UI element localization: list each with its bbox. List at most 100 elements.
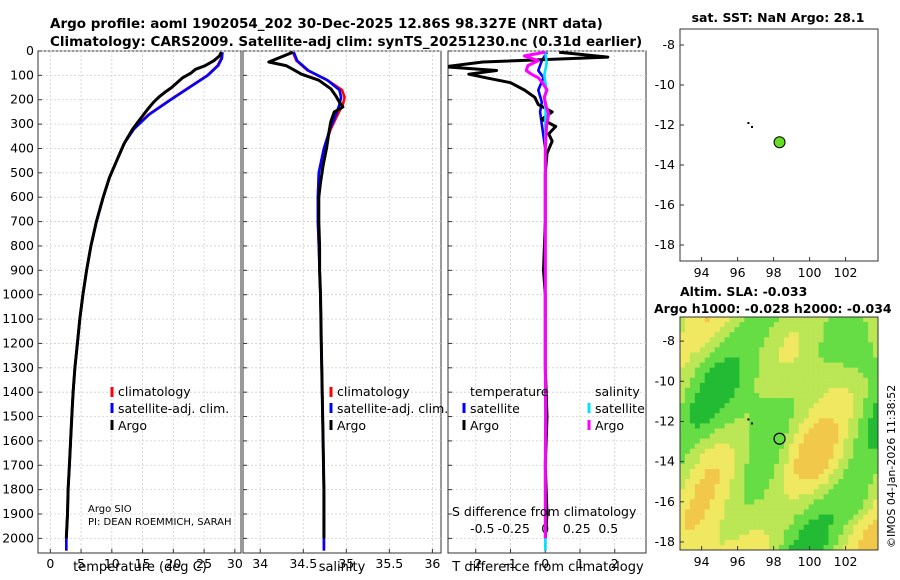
sla-cell bbox=[714, 509, 721, 516]
sla-cell bbox=[833, 448, 839, 455]
sla-cell bbox=[779, 337, 785, 343]
sla-cell bbox=[719, 347, 726, 354]
sla-cell bbox=[749, 479, 755, 485]
sla-cell bbox=[774, 352, 780, 359]
sla-cell bbox=[833, 499, 839, 506]
sla-cell bbox=[744, 519, 750, 526]
sla-cell bbox=[873, 377, 878, 384]
sla-cell bbox=[714, 372, 721, 379]
sla-cell bbox=[843, 322, 849, 328]
sla-cell bbox=[694, 479, 701, 485]
sla-cell bbox=[783, 347, 790, 354]
y-tick-label: 100 bbox=[10, 67, 34, 82]
sla-cell bbox=[813, 468, 820, 475]
sla-cell bbox=[863, 519, 869, 526]
sla-cell bbox=[704, 337, 711, 343]
sla-cell bbox=[774, 387, 780, 394]
sla-cell bbox=[823, 327, 830, 333]
sla-cell bbox=[863, 342, 869, 348]
sla-cell bbox=[818, 438, 825, 445]
sla-cell bbox=[709, 382, 716, 389]
sla-cell bbox=[719, 387, 726, 394]
sla-cell bbox=[764, 494, 770, 500]
sla-cell bbox=[680, 509, 686, 516]
sla-cell bbox=[838, 448, 844, 455]
sla-cell bbox=[843, 463, 849, 470]
sla-cell bbox=[838, 347, 844, 354]
temperature-series-group bbox=[64, 51, 224, 551]
sla-cell bbox=[838, 479, 844, 485]
sla-cell bbox=[808, 484, 815, 490]
sla-cell bbox=[689, 347, 696, 354]
sla-cell bbox=[798, 327, 805, 333]
sla-cell bbox=[863, 428, 869, 435]
sla-cell bbox=[754, 453, 760, 460]
sla-cell bbox=[803, 337, 810, 343]
sla-cell bbox=[858, 362, 864, 369]
map-y-tick-label: -10 bbox=[655, 77, 675, 92]
sla-cell bbox=[823, 484, 830, 490]
sla-cell bbox=[803, 443, 810, 450]
sla-cell bbox=[729, 322, 736, 328]
sla-cell bbox=[803, 539, 810, 546]
sla-cell bbox=[704, 423, 711, 430]
sla-cell bbox=[833, 539, 839, 546]
sla-cell bbox=[828, 544, 835, 550]
sla-cell bbox=[843, 489, 849, 495]
sla-cell bbox=[873, 362, 878, 369]
sla-cell bbox=[838, 372, 844, 379]
sla-cell bbox=[863, 392, 869, 399]
sla-cell bbox=[828, 479, 835, 485]
sla-cell bbox=[769, 362, 775, 369]
sla-cell bbox=[694, 463, 701, 470]
sla-cell bbox=[803, 448, 810, 455]
sla-cell bbox=[724, 438, 731, 445]
difference-top-axis-label: S difference from climatology bbox=[452, 504, 637, 519]
sla-cell bbox=[764, 504, 770, 511]
sla-cell bbox=[823, 428, 830, 435]
sla-cell bbox=[749, 342, 755, 348]
sla-cell bbox=[764, 398, 770, 404]
sla-cell bbox=[699, 514, 706, 521]
sla-cell bbox=[739, 347, 745, 354]
header-line-1: Argo profile: aoml 1902054_202 30-Dec-20… bbox=[50, 16, 603, 32]
sla-cell bbox=[754, 428, 760, 435]
sla-cell bbox=[848, 332, 854, 338]
sla-cell bbox=[823, 387, 830, 394]
sla-cell bbox=[818, 453, 825, 460]
sla-cell bbox=[719, 382, 726, 389]
sla-cell bbox=[873, 322, 878, 328]
sla-cell bbox=[719, 539, 726, 546]
sla-cell bbox=[759, 514, 765, 521]
float-position-marker bbox=[773, 432, 786, 445]
sla-cell bbox=[873, 347, 878, 354]
sla-cell bbox=[779, 382, 785, 389]
sla-cell bbox=[823, 448, 830, 455]
sla-cell bbox=[818, 539, 825, 546]
salinity-panel bbox=[242, 50, 442, 554]
sla-cell bbox=[798, 372, 805, 379]
sla-cell bbox=[734, 403, 740, 409]
sla-cell bbox=[704, 524, 711, 531]
sla-cell bbox=[724, 443, 731, 450]
sla-cell bbox=[709, 509, 716, 516]
sla-cell bbox=[863, 433, 869, 440]
sla-cell bbox=[729, 529, 736, 536]
sla-cell bbox=[769, 448, 775, 455]
sla-cell bbox=[833, 443, 839, 450]
sla-cell bbox=[793, 544, 800, 550]
sla-cell bbox=[863, 499, 869, 506]
sla-cell bbox=[818, 403, 825, 409]
sla-cell bbox=[798, 423, 805, 430]
sla-cell bbox=[689, 387, 696, 394]
sla-cell bbox=[684, 519, 691, 526]
sla-cell bbox=[714, 342, 721, 348]
sla-cell bbox=[759, 322, 765, 328]
sla-cell bbox=[739, 408, 745, 414]
map-x-tick-label: 98 bbox=[766, 554, 782, 569]
sla-cell bbox=[868, 337, 874, 343]
sla-cell bbox=[719, 438, 726, 445]
sla-cell bbox=[808, 519, 815, 526]
sla-cell bbox=[793, 448, 800, 455]
sla-cell bbox=[808, 529, 815, 536]
